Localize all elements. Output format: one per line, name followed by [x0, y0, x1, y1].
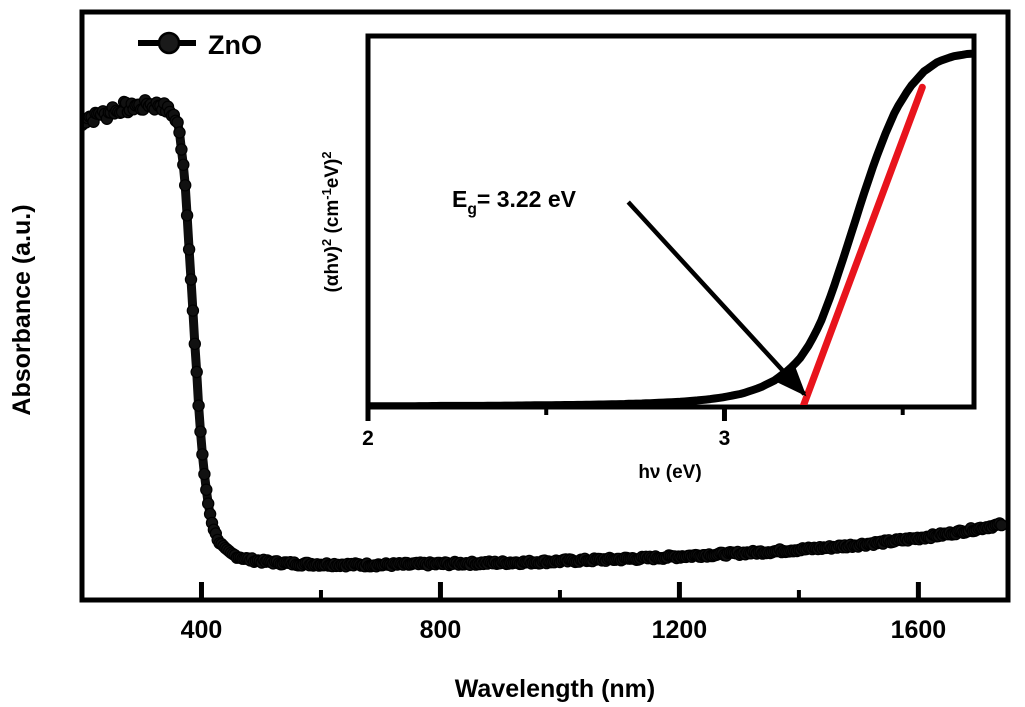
yl-close: ) — [322, 246, 343, 252]
yl-space: (cm — [322, 200, 343, 239]
inset-xtick-label: 2 — [362, 427, 374, 450]
inset-xaxis-ticks — [365, 407, 727, 421]
legend-marker-zno — [138, 31, 196, 55]
yl-exp1: 2 — [319, 239, 334, 246]
inset-frame — [365, 33, 977, 410]
y-axis-title: Absorbance (a.u.) — [8, 204, 36, 415]
xtick-label: 1200 — [652, 616, 708, 644]
main-xaxis-minor-ticks — [318, 590, 801, 600]
tangent-line — [799, 83, 926, 405]
main-xaxis-ticks — [198, 582, 921, 600]
xtick-label: 800 — [420, 616, 462, 644]
inset-x-title-unit: (eV) — [661, 462, 702, 483]
inset-xaxis-tick-labels: 2 3 — [362, 427, 730, 450]
bandgap-annotation: Eg= 3.22 eV — [452, 186, 577, 218]
inset-x-axis-title: hν (eV) — [638, 462, 701, 483]
eg-subscript: g — [467, 201, 477, 218]
inset-plot: 2 3 hν (eV) (αhν)2 (cm-1eV)2 Eg= 3.22 eV — [319, 33, 977, 483]
legend: ZnO — [138, 30, 262, 60]
yl-alpha: α — [322, 274, 343, 286]
yl-ev: eV) — [322, 159, 343, 189]
main-plot-frame — [79, 9, 1011, 603]
yl-h: h — [322, 263, 343, 275]
yl-open: ( — [322, 286, 343, 293]
xtick-label: 1600 — [891, 616, 947, 644]
x-axis-title: Wavelength (nm) — [455, 675, 655, 703]
bandgap-arrow — [626, 200, 807, 397]
inset-x-title-nu: ν — [650, 462, 661, 483]
eg-suffix: = 3.22 eV — [477, 186, 577, 212]
eg-prefix: E — [452, 186, 467, 212]
yl-nu: ν — [322, 252, 343, 263]
inset-series-group — [370, 49, 972, 405]
filled-circle-icon — [157, 31, 181, 55]
main-data-series-zno — [84, 94, 1006, 573]
inset-xtick-label: 3 — [719, 427, 731, 450]
xtick-label: 400 — [181, 616, 223, 644]
yl-exp2: 2 — [319, 151, 334, 158]
main-xaxis-tick-labels: 400 800 1200 1600 — [181, 616, 947, 644]
inset-x-title-h: h — [638, 462, 650, 483]
yl-expneg: -1 — [319, 188, 334, 199]
legend-label-zno: ZnO — [208, 30, 262, 60]
inset-xaxis-minor-ticks — [544, 407, 905, 415]
inset-y-axis-title: (αhν)2 (cm-1eV)2 — [319, 151, 343, 292]
